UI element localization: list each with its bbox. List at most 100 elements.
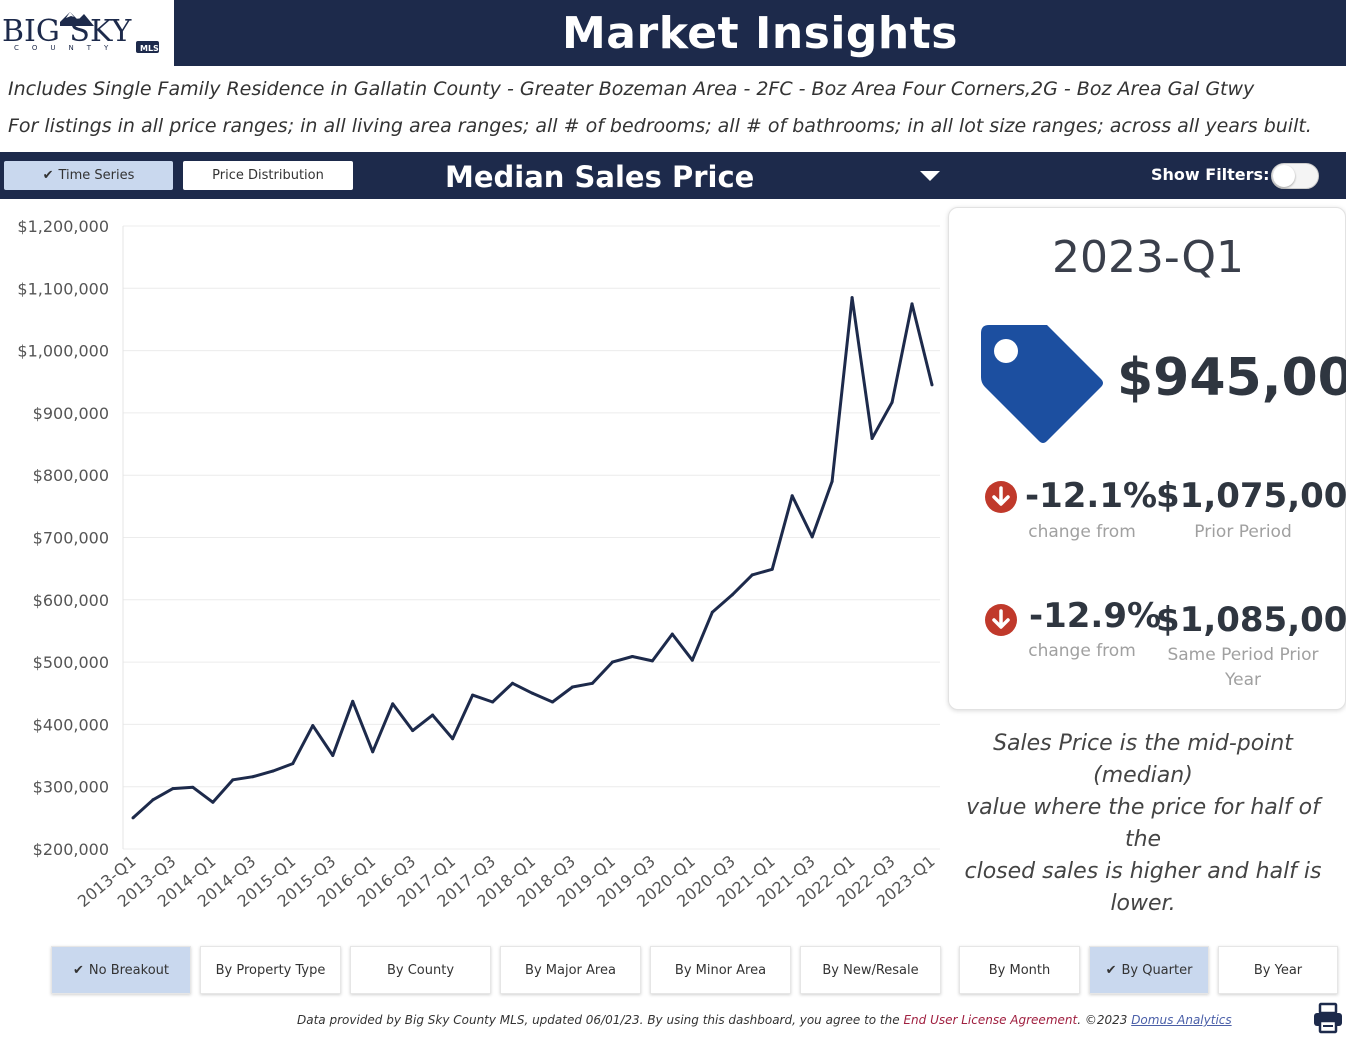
grid-lines <box>123 225 940 850</box>
data-point <box>331 754 335 758</box>
median-price-line-chart: $200,000 $300,000 $400,000 $500,000 $600,000… <box>17 217 940 911</box>
series-line <box>131 296 934 820</box>
svg-text:MLS: MLS <box>140 44 159 53</box>
data-point <box>710 610 714 614</box>
data-point <box>411 729 415 733</box>
metric-dropdown[interactable]: Median Sales Price <box>445 160 755 194</box>
chevron-down-icon[interactable] <box>920 171 940 181</box>
data-point <box>630 654 634 658</box>
footer-text: Data provided by Big Sky County MLS, upd… <box>297 1013 904 1027</box>
data-point <box>211 800 215 804</box>
prior-year-label: Same Period Prior <box>1167 645 1319 665</box>
data-point <box>131 816 135 820</box>
range-description: For listings in all price ranges; in all… <box>8 115 1312 137</box>
arrow-down-circle-icon <box>985 604 1017 636</box>
button-label: By Major Area <box>525 962 616 978</box>
data-point <box>231 778 235 782</box>
period-label: 2023-Q1 <box>1051 232 1245 283</box>
y-tick-label: $500,000 <box>33 653 109 672</box>
data-point <box>810 535 814 539</box>
domus-analytics-link[interactable]: Domus Analytics <box>1131 1013 1232 1027</box>
data-point <box>830 479 834 483</box>
data-point <box>550 700 554 704</box>
data-point <box>511 681 515 685</box>
data-point <box>311 724 315 728</box>
arrow-down-circle-icon <box>985 481 1017 513</box>
prior-change-caption: change from <box>1028 522 1136 542</box>
data-point <box>910 302 914 306</box>
data-point <box>391 702 395 706</box>
check-icon: ✔ <box>1105 962 1117 978</box>
button-label: By Year <box>1253 962 1303 978</box>
footer: Data provided by Big Sky County MLS, upd… <box>297 1013 1232 1027</box>
footer-copyright: . ©2023 <box>1077 1013 1132 1027</box>
by-month-button[interactable]: By Month <box>959 946 1080 994</box>
data-point <box>151 798 155 802</box>
button-label: By Month <box>988 962 1051 978</box>
by-quarter-button[interactable]: ✔ By Quarter <box>1089 946 1209 994</box>
button-label: By Property Type <box>215 962 326 978</box>
price-tag-icon <box>981 325 1103 443</box>
data-point <box>590 681 594 685</box>
price-distribution-button[interactable]: Price Distribution <box>183 161 353 190</box>
y-tick-label: $1,200,000 <box>17 217 109 236</box>
data-point <box>750 573 754 577</box>
prior-period-value: $1,075,000 <box>1156 476 1346 516</box>
stat-card: 2023-Q1 $945,000 -12.1% $1,075,000 chang… <box>948 207 1346 710</box>
y-tick-label: $700,000 <box>33 529 109 548</box>
x-axis: 2013-Q12013-Q32014-Q12014-Q32015-Q12015-… <box>74 852 939 911</box>
prior-period-label: Prior Period <box>1194 522 1292 542</box>
definition-line: Sales Price is the mid-point (median) <box>993 731 1293 788</box>
by-minor-area-button[interactable]: By Minor Area <box>650 946 791 994</box>
button-label: No Breakout <box>88 962 169 978</box>
y-axis: $200,000 $300,000 $400,000 $500,000 $600,000… <box>17 217 124 859</box>
prior-year-change: -12.9% <box>1029 596 1162 636</box>
check-icon: ✔ <box>72 962 84 978</box>
by-major-area-button[interactable]: By Major Area <box>500 946 641 994</box>
data-point <box>770 567 774 571</box>
definition-line: closed sales is higher and half is lower… <box>964 859 1322 916</box>
button-label: By County <box>386 962 455 978</box>
page-title: Market Insights <box>562 7 958 59</box>
by-new-resale-button[interactable]: By New/Resale <box>800 946 941 994</box>
no-breakout-button[interactable]: ✔ No Breakout <box>51 946 191 994</box>
data-point <box>471 693 475 697</box>
data-point <box>690 658 694 662</box>
show-filters-label: Show Filters: <box>1151 165 1270 184</box>
button-label: By Quarter <box>1121 962 1193 978</box>
prior-year-label-line2: Year <box>1225 670 1261 690</box>
print-icon[interactable] <box>1312 1002 1344 1034</box>
eula-link[interactable]: End User License Agreement <box>903 1013 1078 1027</box>
y-tick-label: $900,000 <box>33 404 109 423</box>
time-series-button[interactable]: ✔ Time Series <box>4 161 173 190</box>
data-point <box>730 593 734 597</box>
data-point <box>191 785 195 789</box>
data-point <box>870 436 874 440</box>
data-point <box>251 775 255 779</box>
time-series-label: Time Series <box>58 168 135 183</box>
by-county-button[interactable]: By County <box>350 946 491 994</box>
data-point <box>850 296 854 300</box>
toggle-knob <box>1273 165 1295 187</box>
data-point <box>171 787 175 791</box>
filter-description: Includes Single Family Residence in Gall… <box>8 78 1255 100</box>
prior-year-value: $1,085,000 <box>1156 600 1346 640</box>
data-point <box>610 660 614 664</box>
y-tick-label: $600,000 <box>33 591 109 610</box>
data-point <box>890 400 894 404</box>
data-point <box>431 713 435 717</box>
button-label: By Minor Area <box>674 962 767 978</box>
y-tick-label: $200,000 <box>33 840 109 859</box>
metric-definition: Sales Price is the mid-point (median) va… <box>948 728 1338 920</box>
show-filters-toggle[interactable] <box>1271 163 1319 189</box>
by-property-type-button[interactable]: By Property Type <box>200 946 341 994</box>
prior-period-change: -12.1% <box>1025 476 1158 516</box>
data-point <box>271 769 275 773</box>
price-distribution-label: Price Distribution <box>212 168 324 183</box>
big-sky-logo[interactable]: BIG SKY COUNTY MLS <box>0 0 172 66</box>
check-icon: ✔ <box>42 168 54 183</box>
main-value: $945,000 <box>1117 348 1346 408</box>
data-point <box>930 383 934 387</box>
by-year-button[interactable]: By Year <box>1218 946 1338 994</box>
header: BIG SKY COUNTY MLS Market Insights <box>0 0 1346 66</box>
